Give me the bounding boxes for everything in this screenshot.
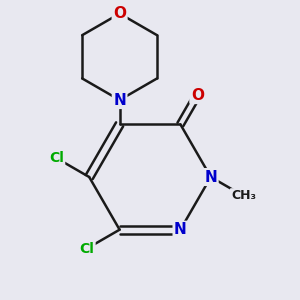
Text: CH₃: CH₃ xyxy=(231,189,256,203)
Text: N: N xyxy=(204,169,217,184)
Text: O: O xyxy=(191,88,204,103)
Text: Cl: Cl xyxy=(49,151,64,165)
Text: N: N xyxy=(113,93,126,108)
Text: O: O xyxy=(113,6,126,21)
Text: Cl: Cl xyxy=(80,242,94,256)
Text: N: N xyxy=(174,222,187,237)
